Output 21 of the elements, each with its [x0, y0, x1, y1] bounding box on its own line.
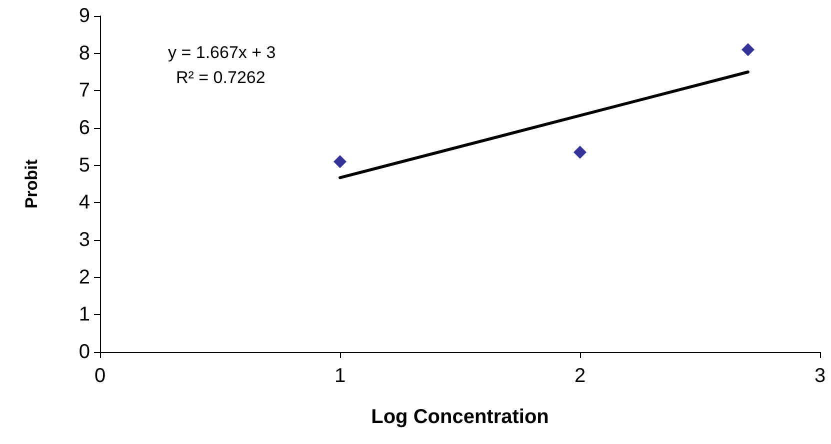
x-tick-label: 0 — [94, 365, 106, 387]
point — [574, 146, 586, 159]
annotation: R² = 0.7262 — [176, 68, 266, 87]
y-tick-label: 1 — [78, 304, 90, 326]
y-tick-label: 3 — [78, 229, 90, 251]
point — [334, 155, 346, 168]
y-axis-title: Probit — [22, 159, 41, 209]
y-tick-label: 2 — [78, 266, 90, 288]
y-tick-label: 4 — [78, 192, 90, 214]
x-axis-title: Log Concentration — [371, 406, 549, 428]
annotation: y = 1.667x + 3 — [168, 43, 276, 62]
y-tick-label: 8 — [78, 42, 90, 64]
y-tick-label: 0 — [78, 341, 90, 363]
x-tick-label: 3 — [814, 365, 826, 387]
x-tick-label: 2 — [574, 365, 586, 387]
y-tick-label: 7 — [78, 80, 90, 102]
y-tick-label: 5 — [78, 154, 90, 176]
y-tick-label: 6 — [78, 117, 90, 139]
x-tick-label: 1 — [334, 365, 346, 387]
point — [742, 43, 754, 56]
y-tick-label: 9 — [78, 5, 90, 27]
